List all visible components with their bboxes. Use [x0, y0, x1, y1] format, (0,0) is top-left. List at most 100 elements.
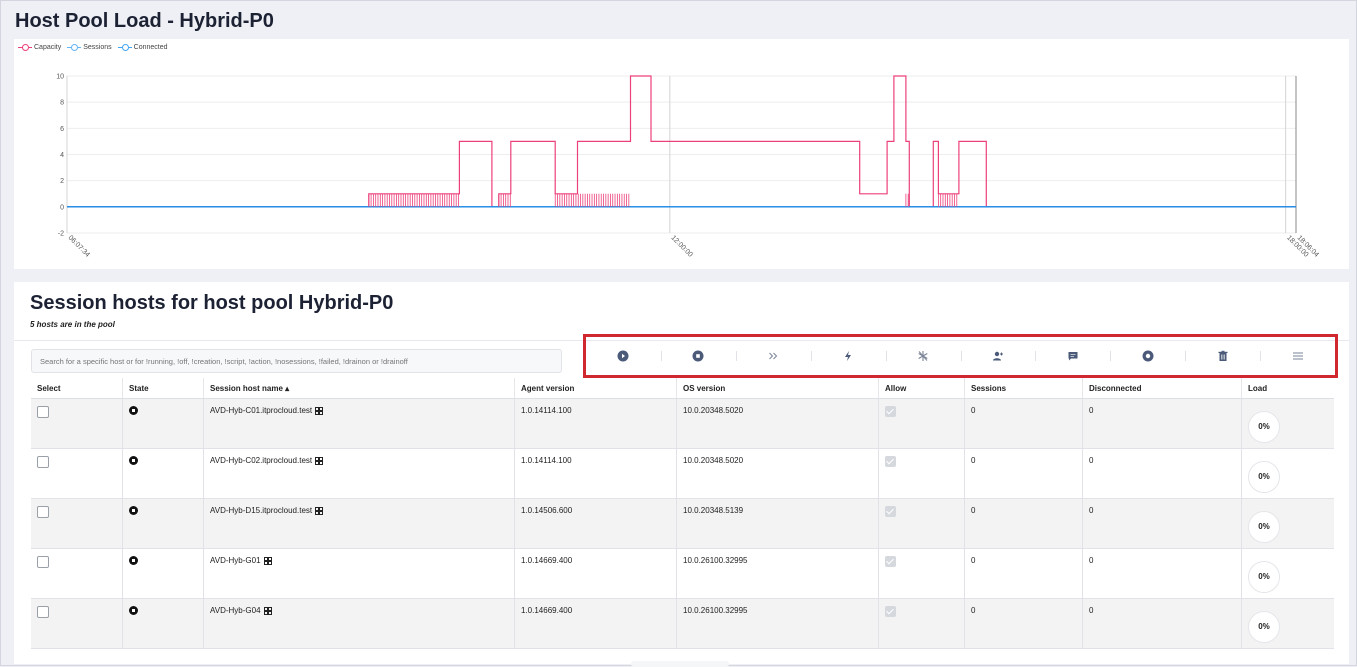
load-cell: 0% [1241, 398, 1334, 449]
col-header-allow[interactable]: Allow [878, 378, 965, 399]
legend-item-connected[interactable]: Connected [117, 43, 168, 51]
col-header-disconnected[interactable]: Disconnected [1082, 378, 1242, 399]
table-row[interactable]: AVD-Hyb-G01 1.0.14669.400 10.0.26100.329… [31, 548, 1334, 599]
stop-icon [692, 350, 704, 362]
horizontal-scrollbar[interactable] [631, 661, 729, 667]
qr-code-icon[interactable] [263, 557, 272, 565]
start-button[interactable] [586, 337, 661, 375]
allow-cell [878, 398, 965, 449]
host-name[interactable]: AVD-Hyb-C01.itprocloud.test [210, 406, 313, 415]
state-stopped-icon [129, 556, 138, 565]
page-title: Host Pool Load - Hybrid-P0 [15, 10, 274, 32]
disconnected-cell: 0 [1082, 548, 1242, 599]
host-name-cell: AVD-Hyb-G01 [203, 548, 515, 599]
col-header-host-name[interactable]: Session host name ▴ [203, 378, 515, 399]
menu-icon [1292, 352, 1303, 360]
os-version-cell: 10.0.20348.5139 [676, 498, 879, 549]
host-name[interactable]: AVD-Hyb-C02.itprocloud.test [210, 456, 313, 465]
session-hosts-table: Select State Session host name ▴ Agent v… [31, 378, 1334, 649]
drain-toggle-button[interactable] [885, 337, 961, 375]
legend-label-connected: Connected [133, 43, 168, 51]
load-badge: 0% [1248, 511, 1280, 543]
load-badge: 0% [1248, 411, 1280, 443]
hosts-count-text: 5 hosts are in the pool [30, 320, 115, 329]
legend-label-sessions: Sessions [83, 43, 112, 51]
load-cell: 0% [1241, 448, 1334, 499]
qr-code-icon[interactable] [315, 407, 324, 415]
agent-version-cell: 1.0.14506.600 [514, 498, 677, 549]
delete-button[interactable] [1185, 337, 1260, 375]
trash-icon [1218, 350, 1228, 361]
state-cell [122, 548, 204, 599]
load-cell: 0% [1241, 498, 1334, 549]
state-cell [122, 448, 204, 499]
hosts-title: Session hosts for host pool Hybrid-P0 [30, 292, 394, 314]
y-tick-label: 10 [56, 74, 64, 81]
sessions-cell: 0 [964, 498, 1083, 549]
host-name-cell: AVD-Hyb-C02.itprocloud.test [203, 448, 515, 499]
run-action-button[interactable] [810, 337, 886, 375]
forward-icon [769, 352, 778, 360]
select-cell [31, 598, 123, 649]
state-cell [122, 598, 204, 649]
disconnected-cell: 0 [1082, 448, 1242, 499]
allow-cell [878, 598, 965, 649]
state-stopped-icon [129, 406, 138, 415]
send-message-button[interactable] [1035, 337, 1110, 375]
host-name[interactable]: AVD-Hyb-D15.itprocloud.test [210, 506, 313, 515]
sessions-cell: 0 [964, 548, 1083, 599]
allow-sessions-checkbox[interactable] [885, 556, 896, 567]
select-cell [31, 448, 123, 499]
stop-button[interactable] [660, 337, 736, 375]
table-row[interactable]: AVD-Hyb-D15.itprocloud.test 1.0.14506.60… [31, 498, 1334, 549]
sessions-cell: 0 [964, 598, 1083, 649]
more-menu-button[interactable] [1260, 337, 1335, 375]
host-name[interactable]: AVD-Hyb-G01 [210, 556, 261, 565]
legend-item-capacity[interactable]: Capacity [18, 43, 61, 51]
host-name[interactable]: AVD-Hyb-G04 [210, 606, 261, 615]
state-stopped-icon [129, 456, 138, 465]
row-select-checkbox[interactable] [37, 606, 49, 618]
row-select-checkbox[interactable] [37, 506, 49, 518]
row-select-checkbox[interactable] [37, 456, 49, 468]
load-chart: 10 8 6 4 2 0 -2 06:07:34 12:00:00 18:00:00 18:06:0… [14, 39, 1349, 269]
table-row[interactable]: AVD-Hyb-G04 1.0.14669.400 10.0.26100.329… [31, 598, 1334, 649]
table-row[interactable]: AVD-Hyb-C02.itprocloud.test 1.0.14114.10… [31, 448, 1334, 499]
row-select-checkbox[interactable] [37, 406, 49, 418]
agent-version-cell: 1.0.14669.400 [514, 548, 677, 599]
y-tick-label: -2 [58, 231, 64, 238]
assign-user-button[interactable] [960, 337, 1036, 375]
host-search-input[interactable] [31, 349, 562, 373]
col-header-agent-version[interactable]: Agent version [514, 378, 677, 399]
record-button[interactable] [1110, 337, 1185, 375]
allow-sessions-checkbox[interactable] [885, 506, 896, 517]
load-cell: 0% [1241, 598, 1334, 649]
allow-sessions-checkbox[interactable] [885, 456, 896, 467]
col-header-sessions[interactable]: Sessions [964, 378, 1083, 399]
x-tick-label: 12:00:00 [669, 234, 693, 258]
os-version-cell: 10.0.20348.5020 [676, 448, 879, 499]
row-select-checkbox[interactable] [37, 556, 49, 568]
forward-button[interactable] [735, 337, 811, 375]
disconnected-cell: 0 [1082, 498, 1242, 549]
col-header-state[interactable]: State [122, 378, 204, 399]
qr-code-icon[interactable] [315, 457, 324, 465]
select-cell [31, 548, 123, 599]
table-row[interactable]: AVD-Hyb-C01.itprocloud.test 1.0.14114.10… [31, 398, 1334, 449]
select-cell [31, 498, 123, 549]
col-header-load[interactable]: Load [1241, 378, 1334, 399]
sessions-cell: 0 [964, 398, 1083, 449]
allow-sessions-checkbox[interactable] [885, 406, 896, 417]
agent-version-cell: 1.0.14114.100 [514, 448, 677, 499]
host-actions-toolbar [583, 334, 1338, 378]
y-tick-label: 0 [60, 204, 64, 211]
select-cell [31, 398, 123, 449]
allow-cell [878, 498, 965, 549]
qr-code-icon[interactable] [315, 507, 324, 515]
legend-item-sessions[interactable]: Sessions [67, 43, 112, 51]
lightning-icon [845, 351, 852, 361]
col-header-os-version[interactable]: OS version [676, 378, 879, 399]
qr-code-icon[interactable] [263, 607, 272, 615]
allow-sessions-checkbox[interactable] [885, 606, 896, 617]
load-badge: 0% [1248, 461, 1280, 493]
